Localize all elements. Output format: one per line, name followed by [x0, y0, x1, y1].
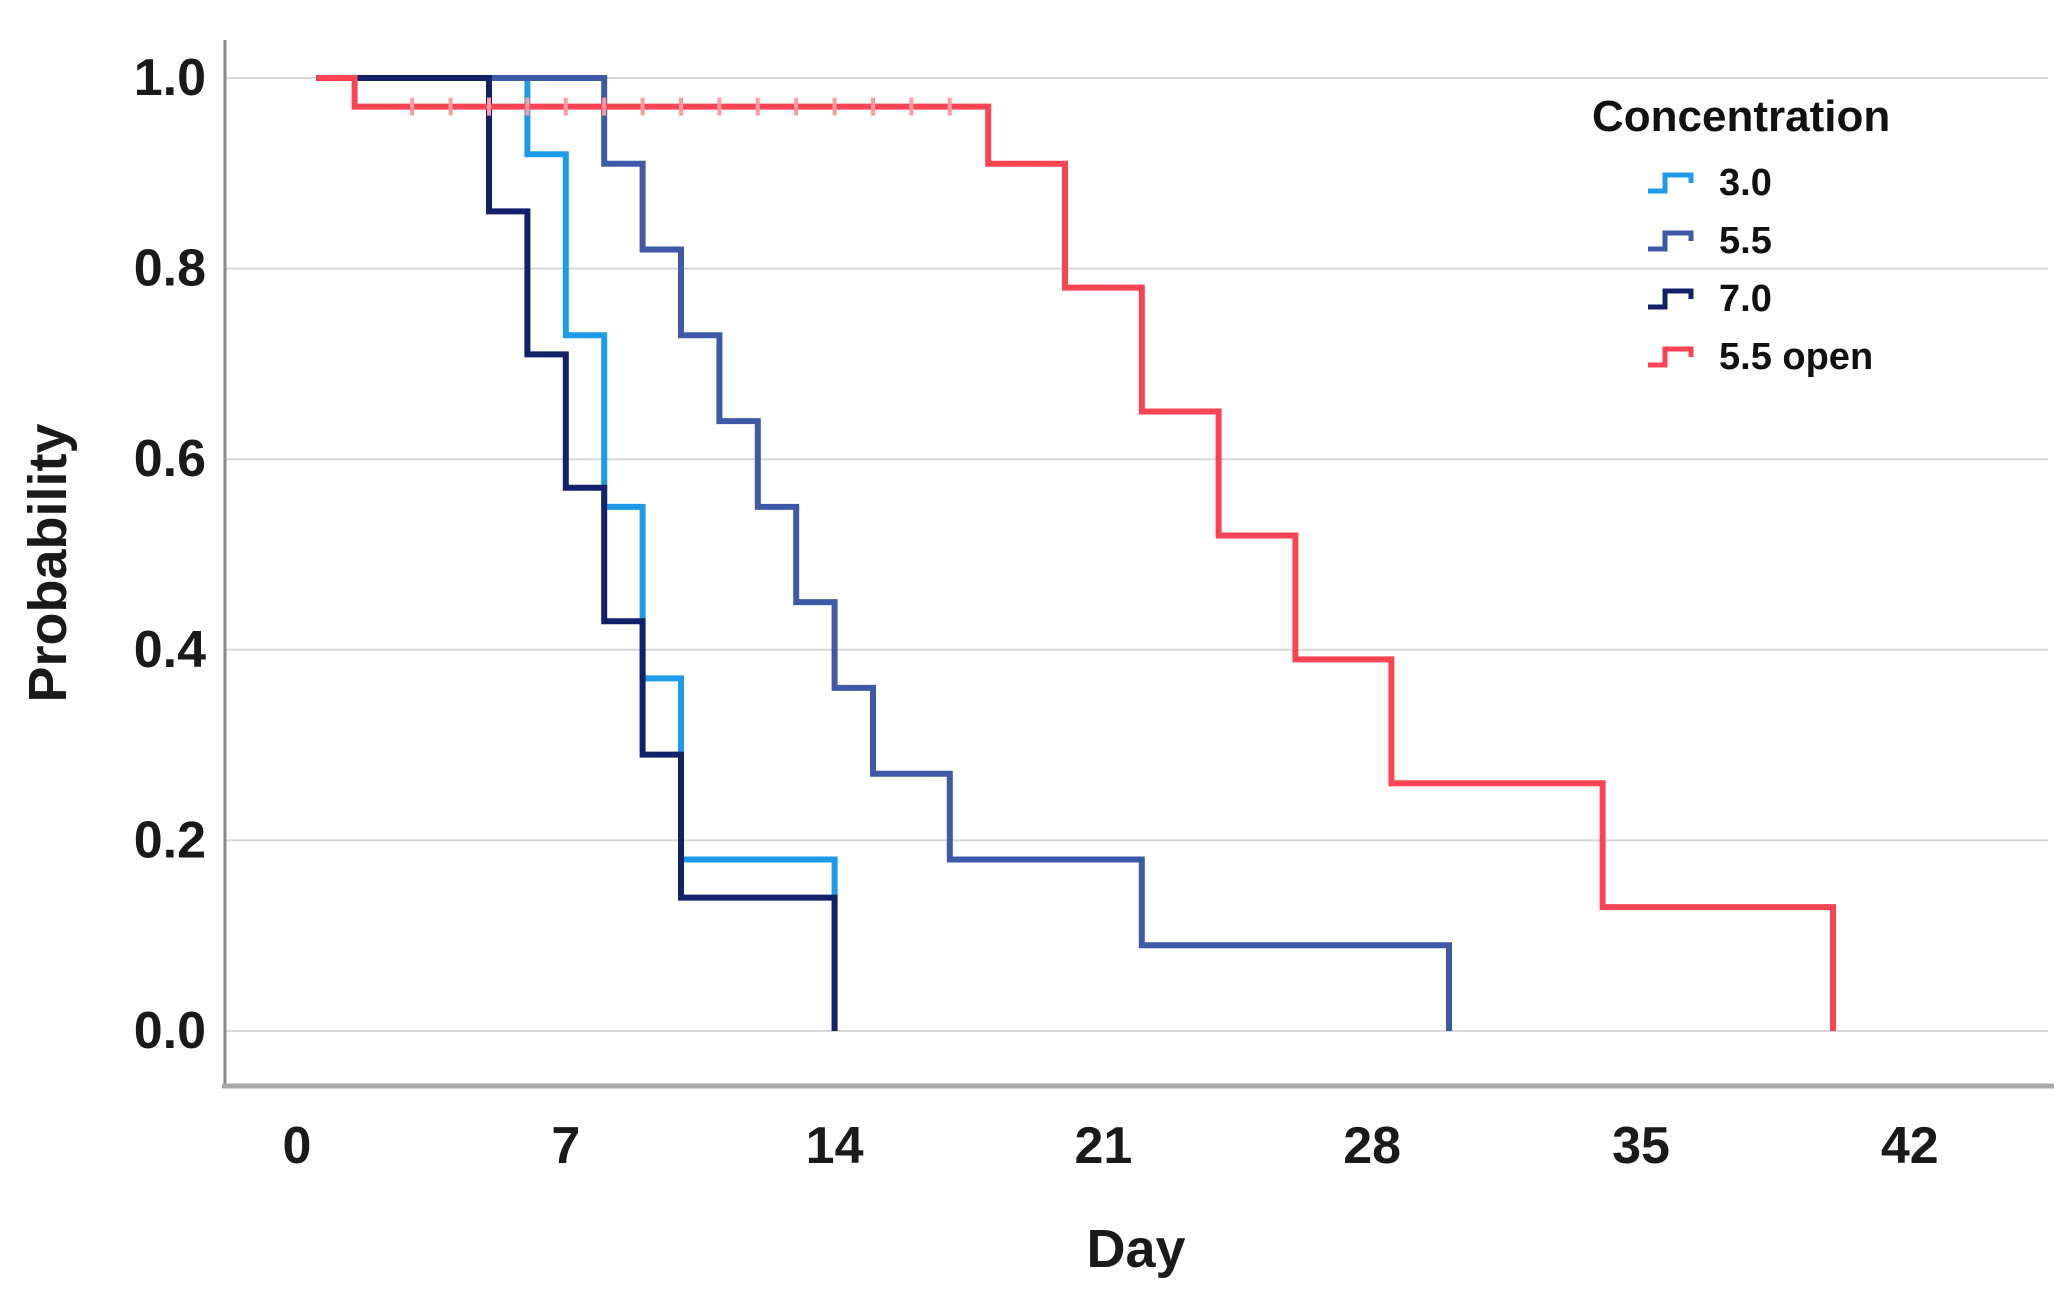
x-tick-label: 28: [1343, 1117, 1401, 1175]
y-tick-label: 0.0: [134, 1002, 206, 1060]
x-tick-label: 35: [1612, 1117, 1670, 1175]
y-tick-label: 0.8: [134, 240, 206, 298]
survival-curve-5.5-open: [316, 75, 1836, 1031]
legend-label: 7.0: [1719, 277, 1772, 320]
y-axis-title: Probability: [18, 423, 78, 703]
y-tick-label: 0.6: [134, 430, 206, 488]
legend-label: 3.0: [1719, 161, 1772, 204]
legend-label: 5.5: [1719, 219, 1772, 262]
y-tick-label: 0.2: [134, 811, 206, 869]
legend-item: 3.0: [1592, 154, 1890, 212]
x-tick-label: 14: [806, 1117, 864, 1175]
step-line-icon: [1648, 288, 1694, 310]
x-tick-label: 42: [1881, 1117, 1939, 1175]
x-tick-label: 7: [551, 1117, 580, 1175]
legend-label: 5.5 open: [1719, 335, 1874, 378]
survival-curve-7.0: [316, 75, 838, 1031]
step-line-icon: [1648, 230, 1694, 252]
survival-curve-5.5: [316, 75, 1452, 1031]
survival-curve-3.0: [316, 75, 838, 1031]
y-tick-label: 0.4: [134, 621, 206, 679]
step-line-icon: [1648, 346, 1694, 368]
legend-item: 5.5 open: [1592, 328, 1890, 386]
x-tick-label: 0: [283, 1117, 312, 1175]
y-tick-label: 1.0: [134, 49, 206, 107]
legend-item: 5.5: [1592, 212, 1890, 270]
x-tick-label: 21: [1074, 1117, 1132, 1175]
x-axis-title: Day: [1086, 1219, 1186, 1279]
step-line-icon: [1648, 172, 1694, 194]
legend: Concentration 3.0 5.5 7.0 5.5 open: [1592, 92, 1890, 386]
legend-title: Concentration: [1592, 92, 1891, 141]
legend-item: 7.0: [1592, 270, 1890, 328]
